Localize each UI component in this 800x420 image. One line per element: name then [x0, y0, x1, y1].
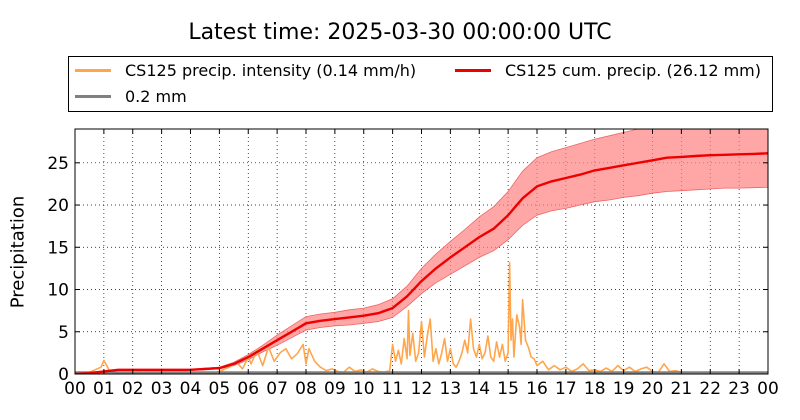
x-tick-label: 16 — [526, 379, 548, 399]
x-tick-label: 15 — [497, 379, 519, 399]
y-tick-label: 5 — [58, 323, 69, 343]
x-tick-label: 08 — [295, 379, 317, 399]
x-tick-label: 18 — [584, 379, 606, 399]
x-tick-label: 10 — [353, 379, 375, 399]
x-tick-label: 06 — [237, 379, 259, 399]
chart-title: Latest time: 2025-03-30 00:00:00 UTC — [188, 20, 612, 45]
legend-item-cumulative: CS125 cum. precip. (26.12 mm) — [455, 61, 761, 80]
legend-item-intensity: CS125 precip. intensity (0.14 mm/h) — [75, 61, 416, 80]
x-tick-label: 09 — [324, 379, 346, 399]
x-tick-label: 11 — [382, 379, 404, 399]
x-tick-label: 19 — [613, 379, 635, 399]
intensity-series-line — [75, 261, 768, 374]
x-tick-label: 14 — [468, 379, 490, 399]
x-tick-label: 23 — [728, 379, 750, 399]
y-tick-label: 0 — [58, 365, 69, 385]
legend-label-intensity: CS125 precip. intensity (0.14 mm/h) — [125, 61, 417, 80]
x-tick-label: 07 — [266, 379, 288, 399]
x-tick-label: 03 — [151, 379, 173, 399]
legend-swatch-intensity — [75, 69, 111, 72]
legend-item-threshold: 0.2 mm — [75, 87, 187, 106]
x-tick-label: 00 — [64, 379, 86, 399]
x-tick-label: 20 — [642, 379, 664, 399]
x-tick-label: 12 — [411, 379, 433, 399]
x-tick-label: 02 — [122, 379, 144, 399]
x-tick-label: 22 — [699, 379, 721, 399]
x-tick-label: 21 — [671, 379, 693, 399]
cumulative-series-line — [75, 152, 768, 374]
x-tick-label: 00 — [757, 379, 779, 399]
uncertainty-band — [75, 129, 768, 374]
legend-swatch-cumulative — [455, 69, 491, 72]
legend-label-threshold: 0.2 mm — [125, 87, 187, 106]
x-tick-label: 01 — [93, 379, 115, 399]
x-tick-label: 04 — [180, 379, 202, 399]
y-tick-label: 25 — [47, 154, 69, 174]
x-tick-label: 17 — [555, 379, 577, 399]
y-tick-label: 15 — [47, 238, 69, 258]
y-tick-label: 10 — [47, 281, 69, 301]
x-tick-label: 13 — [440, 379, 462, 399]
legend-swatch-threshold — [75, 95, 111, 98]
x-tick-label: 05 — [209, 379, 231, 399]
y-tick-label: 20 — [47, 196, 69, 216]
chart-legend: CS125 precip. intensity (0.14 mm/h) CS12… — [68, 56, 773, 112]
legend-label-cumulative: CS125 cum. precip. (26.12 mm) — [505, 61, 761, 80]
